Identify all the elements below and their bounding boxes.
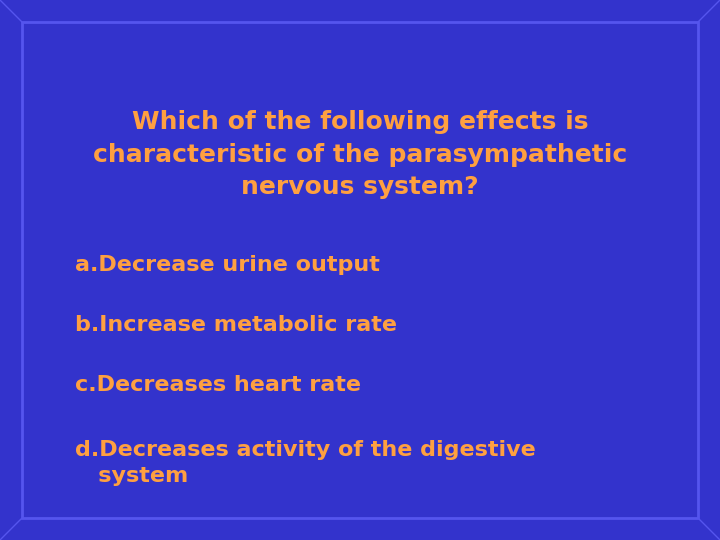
- Text: c.Decreases heart rate: c.Decreases heart rate: [75, 375, 361, 395]
- Text: d.Decreases activity of the digestive
   system: d.Decreases activity of the digestive sy…: [75, 440, 536, 487]
- Text: Which of the following effects is
characteristic of the parasympathetic
nervous : Which of the following effects is charac…: [93, 110, 627, 199]
- Text: a.Decrease urine output: a.Decrease urine output: [75, 255, 380, 275]
- Text: b.Increase metabolic rate: b.Increase metabolic rate: [75, 315, 397, 335]
